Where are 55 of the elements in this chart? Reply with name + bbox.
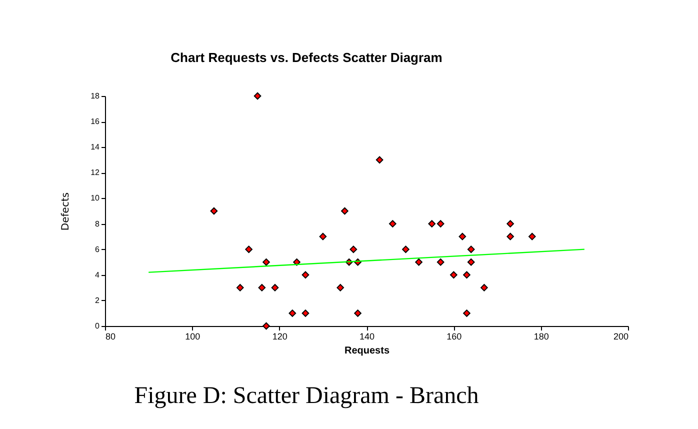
y-tick-label: 14 xyxy=(90,142,100,152)
point xyxy=(463,310,470,317)
y-tick-label: 12 xyxy=(90,168,100,178)
point xyxy=(262,258,270,266)
point xyxy=(302,271,310,279)
x-tick-label: 180 xyxy=(534,332,549,342)
point xyxy=(436,220,444,228)
point xyxy=(467,258,475,266)
point xyxy=(402,246,410,253)
point xyxy=(336,284,344,292)
point xyxy=(302,310,310,317)
point xyxy=(210,207,218,215)
point xyxy=(258,284,266,292)
point xyxy=(506,220,514,228)
y-tick-label: 6 xyxy=(95,244,100,254)
point xyxy=(467,246,475,253)
y-tick-label: 10 xyxy=(90,194,100,203)
point xyxy=(293,258,300,266)
point xyxy=(245,246,252,253)
point xyxy=(415,258,422,266)
point xyxy=(354,310,362,317)
y-tick-label: 8 xyxy=(95,219,100,228)
point xyxy=(436,258,444,266)
point xyxy=(254,92,262,100)
y-tick-label: 18 xyxy=(90,92,100,100)
point xyxy=(341,207,348,215)
text: Figure D: Scatter Diagram - Branch xyxy=(134,383,479,409)
point xyxy=(480,284,488,292)
point xyxy=(458,232,466,240)
point xyxy=(262,322,270,330)
y-tick-label: 2 xyxy=(95,296,100,305)
point xyxy=(350,246,358,253)
point xyxy=(288,310,296,317)
y-tick-label: 16 xyxy=(90,117,100,126)
chart-title: Chart Requests vs. Defects Scatter Diagram xyxy=(170,50,442,65)
point xyxy=(388,220,396,228)
point xyxy=(450,271,458,279)
x-tick-label: 80 xyxy=(106,332,116,342)
point xyxy=(463,271,470,279)
x-axis-title: Requests xyxy=(344,346,390,356)
point xyxy=(428,220,436,228)
point xyxy=(376,156,384,164)
x-tick-label: 160 xyxy=(446,332,462,342)
x-tick-label: 100 xyxy=(185,332,200,342)
y-tick-label: 4 xyxy=(95,270,100,280)
point xyxy=(528,232,536,240)
y-tick-label: 0 xyxy=(95,322,100,330)
y-axis-title: Defects xyxy=(60,192,72,231)
point xyxy=(319,232,327,240)
x-tick-label: 200 xyxy=(613,332,628,342)
point xyxy=(271,284,279,292)
point xyxy=(236,284,244,292)
x-tick-label: 140 xyxy=(359,332,375,342)
x-tick-label: 120 xyxy=(272,332,288,342)
point xyxy=(506,232,514,240)
